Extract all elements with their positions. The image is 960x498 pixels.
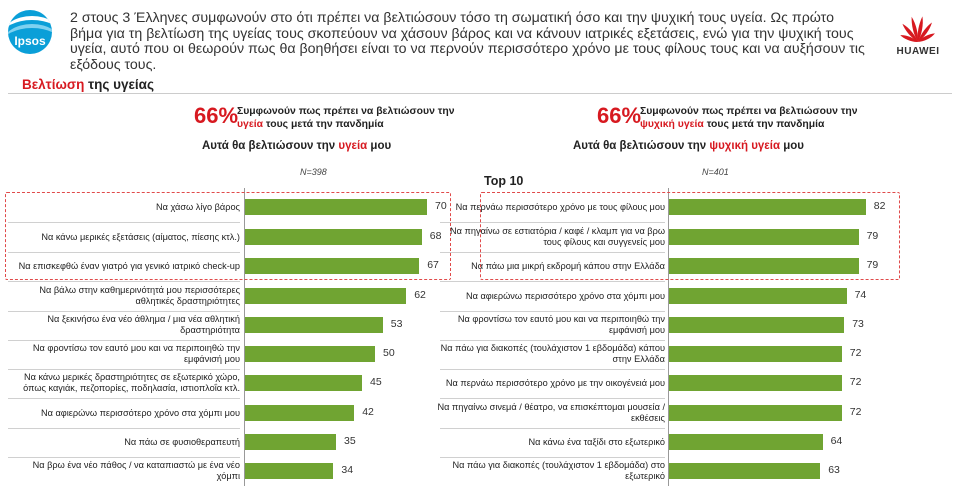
row-separator [440, 310, 665, 312]
bar-category-label: Να χάσω λίγο βάρος [155, 201, 240, 212]
bar [245, 434, 336, 450]
bar-category-label: Να πάω για διακοπές (τουλάχιστον 1 εβδομ… [452, 460, 665, 481]
bar [669, 375, 842, 391]
row-separator [8, 281, 240, 282]
bar-value-label: 42 [362, 406, 374, 418]
chart-axis-line [244, 188, 245, 486]
chart-axis-line [668, 188, 669, 486]
bar [245, 346, 375, 362]
bar-value-label: 35 [344, 435, 356, 447]
row-separator [440, 427, 665, 429]
bar-value-label: 67 [427, 259, 439, 271]
row-separator [8, 222, 240, 223]
bar [245, 317, 383, 333]
bar-category-label: Να πηγαίνω σε εστιατόρια / καφέ / κλαμπ … [450, 226, 665, 247]
bar-value-label: 68 [429, 230, 442, 242]
bar-value-label: 64 [830, 435, 843, 447]
bar-value-label: 62 [414, 289, 426, 301]
top-items-highlight-box [480, 192, 900, 280]
row-separator [440, 368, 665, 370]
bar [669, 346, 842, 362]
bar-category-label: Να βάλω στην καθημερινότητά μου περισσότ… [39, 285, 240, 306]
bar-value-label: 73 [852, 318, 864, 330]
bar [245, 375, 362, 391]
bar-category-label: Να περνάω περισσότερο χρόνο με τους φίλο… [455, 201, 665, 212]
left-n-label: N=398 [300, 167, 327, 177]
row-separator [440, 281, 665, 282]
bar [245, 229, 422, 245]
divider [8, 93, 952, 94]
bar-category-label: Να αφιερώνω περισσότερο χρόνο στα χόμπι … [40, 407, 240, 418]
row-separator [440, 222, 665, 223]
bar [669, 288, 847, 304]
bar-value-label: 72 [849, 376, 862, 388]
bar [245, 288, 407, 304]
top10-label: Top 10 [484, 174, 524, 188]
bar-value-label: 70 [435, 200, 447, 212]
right-chart-subtitle: Αυτά θα βελτιώσουν την ψυχική υγεία μου [573, 140, 804, 152]
bar-category-label: Να πάω για διακοπές (τουλάχιστον 1 εβδομ… [440, 343, 665, 364]
left-chart-subtitle: Αυτά θα βελτιώσουν την υγεία μου [202, 140, 392, 152]
bar-category-label: Να φροντίσω τον εαυτό μου και να περιποι… [457, 314, 665, 335]
bar-value-label: 45 [370, 376, 382, 388]
bar-category-label: Να κάνω μερικές εξετάσεις (αίματος, πίεσ… [41, 231, 240, 242]
bar-category-label: Να πάω μια μικρή εκδρομή κάπου στην Ελλά… [471, 260, 665, 271]
row-separator [8, 456, 240, 458]
bar-category-label: Να κάνω μερικές δραστηριότητες σε εξωτερ… [23, 372, 240, 393]
header-text: 2 στους 3 Έλληνες συμφωνούν στο ότι πρέπ… [70, 10, 865, 73]
bar-category-label: Να φροντίσω τον εαυτό μου και να περιποι… [32, 343, 240, 364]
bar-value-label: 72 [849, 347, 862, 359]
bar [669, 405, 842, 421]
bar-value-label: 79 [866, 230, 879, 242]
row-separator [8, 427, 240, 429]
row-separator [8, 339, 240, 341]
bar-value-label: 63 [828, 464, 840, 476]
bar-category-label: Να επισκεφθώ έναν γιατρό για γενικό ιατρ… [18, 260, 240, 271]
ipsos-logo: Ipsos [8, 10, 52, 54]
bar-value-label: 53 [390, 318, 403, 330]
row-separator [8, 368, 240, 370]
bar-value-label: 34 [341, 464, 354, 476]
bar-value-label: 74 [854, 289, 867, 301]
bar [245, 258, 420, 274]
bar [245, 463, 334, 479]
row-separator [440, 339, 665, 341]
bar-value-label: 72 [849, 406, 862, 418]
bar-value-label: 79 [866, 259, 879, 271]
bar [669, 229, 859, 245]
row-separator [440, 251, 665, 253]
row-separator [440, 398, 665, 399]
top-items-highlight-box [5, 192, 451, 280]
bar-category-label: Να αφιερώνω περισσότερο χρόνο στα χόμπι … [465, 290, 665, 301]
bar [669, 317, 845, 333]
row-separator [8, 398, 240, 399]
bar-category-label: Να βρω ένα νέο πάθος / να καταπιαστώ με … [32, 460, 240, 481]
bar [245, 199, 427, 215]
huawei-logo: HUAWEI [888, 10, 948, 66]
bar [669, 199, 866, 215]
bar [669, 463, 821, 479]
bar [669, 434, 823, 450]
section-title: Βελτίωση της υγείας [22, 77, 154, 92]
huawei-flower-icon [900, 16, 935, 43]
bar-value-label: 82 [873, 200, 886, 212]
row-separator [8, 310, 240, 312]
bar-category-label: Να πηγαίνω σινεμά / θέατρο, να επισκέπτο… [437, 402, 665, 423]
bar [245, 405, 355, 421]
row-separator [440, 456, 665, 458]
row-separator [8, 251, 240, 253]
bar-value-label: 50 [383, 347, 395, 359]
bar-category-label: Να κάνω ένα ταξίδι στο εξωτερικό [528, 436, 665, 447]
bar [669, 258, 859, 274]
right-n-label: N=401 [702, 167, 729, 177]
bar-category-label: Να περνάω περισσότερο χρόνο με την οικογ… [445, 377, 665, 388]
bar-category-label: Να ξεκινήσω ένα νέο άθλημα / μια νέα αθλ… [47, 314, 240, 335]
bar-category-label: Να πάω σε φυσιοθεραπευτή [124, 436, 240, 447]
